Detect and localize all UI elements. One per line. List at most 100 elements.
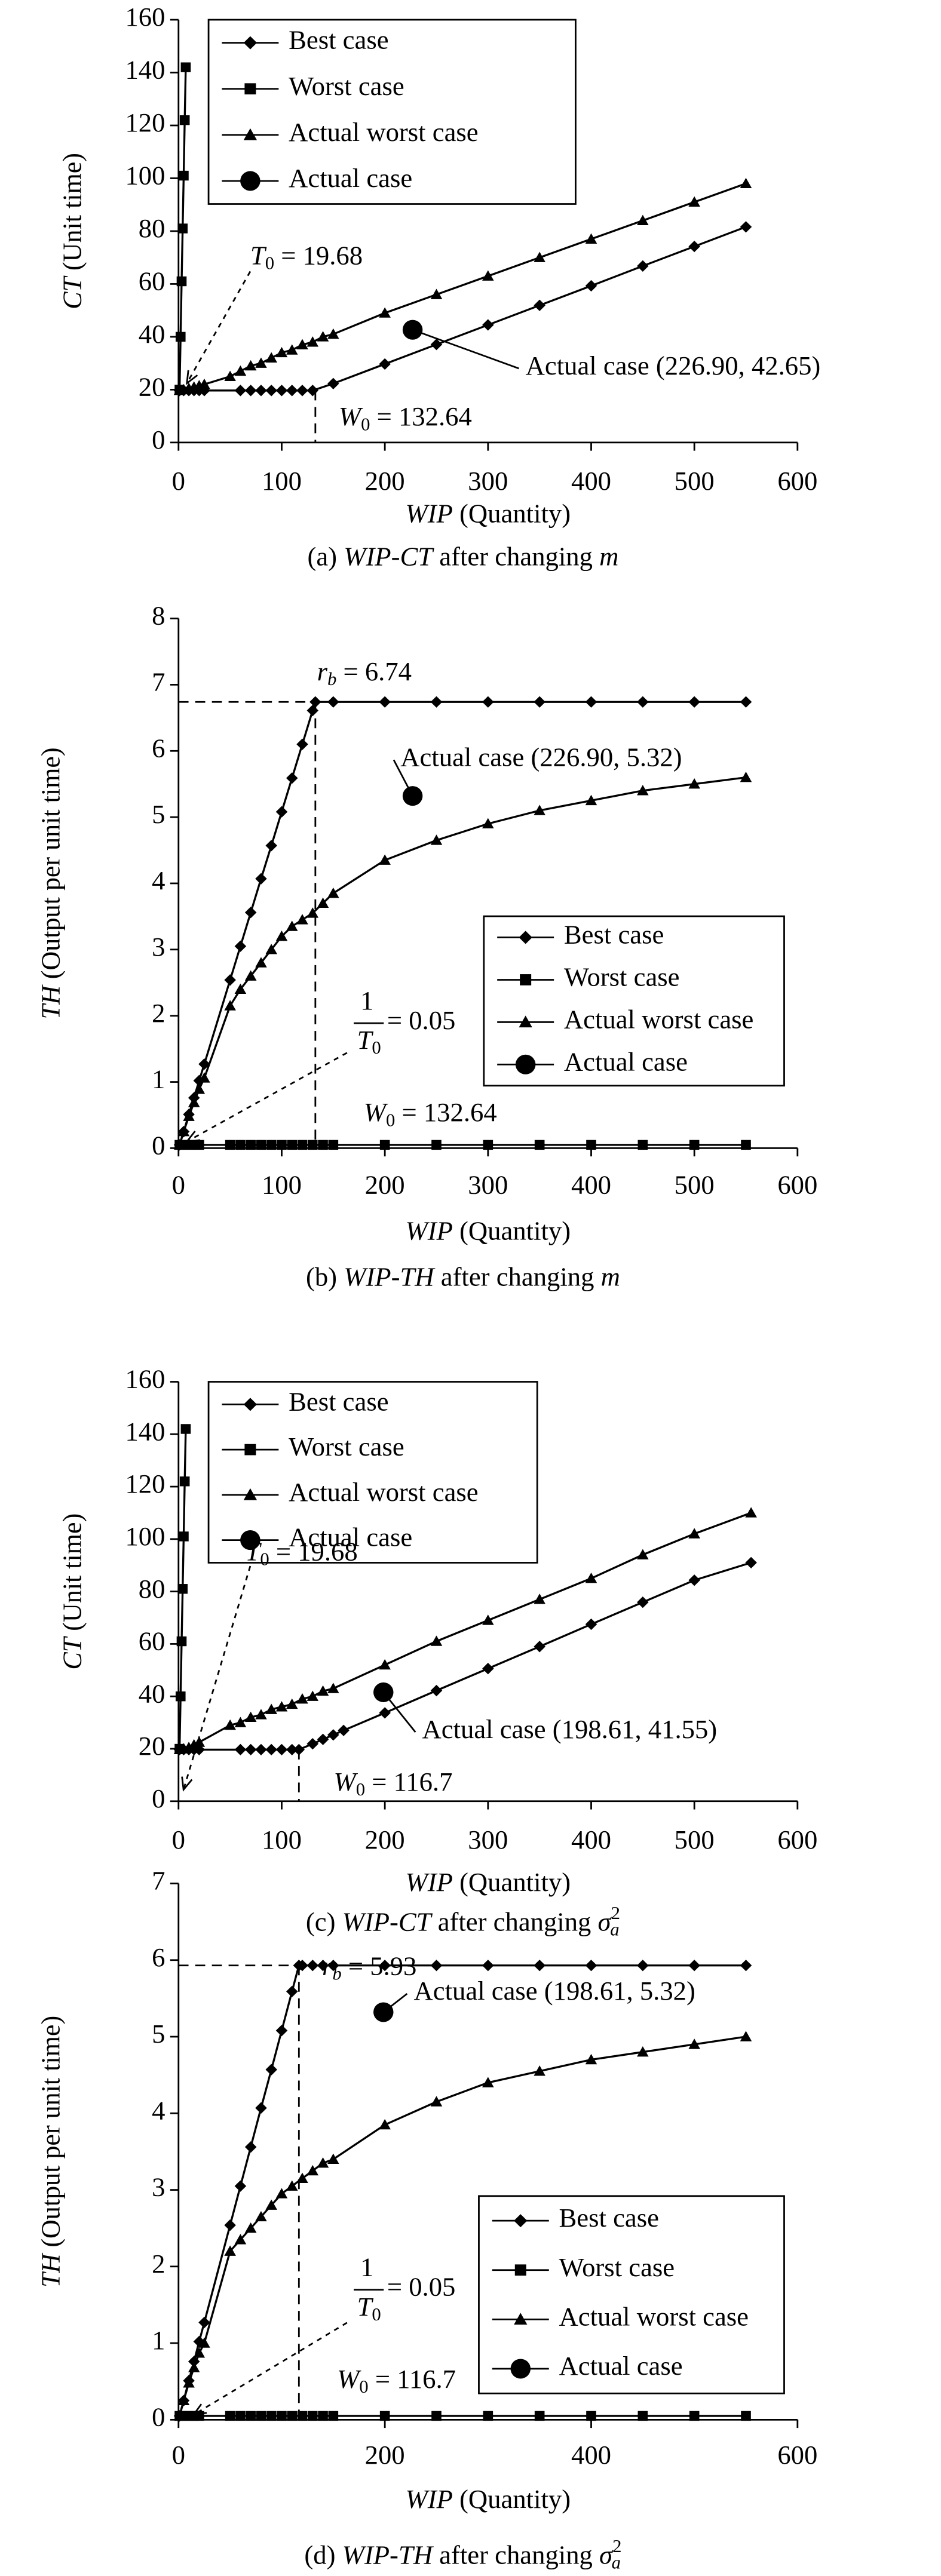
square-marker bbox=[266, 1140, 277, 1150]
square-marker bbox=[318, 1140, 328, 1150]
square-marker bbox=[256, 2411, 266, 2421]
square-marker bbox=[328, 2411, 339, 2421]
triangle-marker bbox=[306, 336, 319, 347]
diamond-marker bbox=[306, 385, 319, 397]
annotation: = 0.05 bbox=[387, 2272, 456, 2302]
diamond-marker bbox=[306, 705, 319, 717]
diamond-marker bbox=[243, 36, 258, 50]
x-tick-label: 0 bbox=[172, 2440, 185, 2470]
text-run: T bbox=[250, 241, 267, 271]
triangle-marker bbox=[688, 2038, 700, 2049]
caption: (d) WIP-TH after changing σ2 a bbox=[304, 2536, 621, 2572]
text-run: 2 bbox=[612, 2536, 621, 2556]
square-marker bbox=[287, 2411, 298, 2421]
triangle-marker bbox=[265, 352, 277, 363]
text-run: WIP bbox=[406, 1868, 453, 1898]
triangle-marker bbox=[637, 1549, 649, 1559]
pointer-head bbox=[191, 2403, 207, 2416]
leader-line bbox=[382, 1992, 408, 2013]
triangle-marker bbox=[193, 1736, 206, 1747]
diamond-marker bbox=[637, 696, 649, 708]
triangle-marker bbox=[286, 1698, 298, 1709]
legend-label: Worst case bbox=[564, 962, 680, 992]
diamond-marker bbox=[244, 907, 257, 919]
text-run: = 19.68 bbox=[269, 1537, 358, 1567]
text-run: (Unit time) bbox=[57, 153, 87, 277]
diamond-marker bbox=[265, 2064, 277, 2075]
triangle-marker bbox=[379, 2118, 391, 2130]
triangle-marker bbox=[173, 2410, 186, 2421]
text-run: WIP-CT bbox=[342, 1907, 433, 1937]
triangle-marker bbox=[534, 251, 545, 262]
triangle-marker bbox=[234, 1717, 247, 1727]
y-tick-label: 1 bbox=[152, 1064, 165, 1094]
text-run: 0 bbox=[386, 1110, 395, 1130]
text-run: WIP-TH bbox=[344, 1262, 436, 1292]
diamond-marker bbox=[243, 1398, 258, 1411]
diamond-marker bbox=[637, 1596, 649, 1608]
triangle-marker bbox=[306, 907, 319, 918]
x-tick-label: 200 bbox=[365, 466, 405, 496]
text-run: b bbox=[327, 669, 336, 689]
annotation: rb = 5.93 bbox=[322, 1951, 416, 1984]
square-marker bbox=[256, 1140, 266, 1150]
square-marker bbox=[246, 1140, 256, 1150]
triangle-marker bbox=[296, 2172, 308, 2184]
square-marker bbox=[177, 1584, 188, 1594]
text-run: = 116.7 bbox=[369, 2364, 456, 2394]
diamond-marker bbox=[224, 2219, 236, 2231]
annotation: W0 = 132.64 bbox=[364, 1098, 497, 1131]
diamond-marker bbox=[740, 1960, 752, 1972]
diamond-marker bbox=[338, 1724, 350, 1736]
triangle-marker bbox=[234, 365, 247, 376]
x-axis-label: WIP (Quantity) bbox=[406, 1216, 571, 1246]
y-tick-label: 20 bbox=[139, 372, 165, 402]
text-run: WIP bbox=[406, 499, 453, 529]
x-tick-label: 200 bbox=[365, 1825, 405, 1855]
y-tick-label: 2 bbox=[152, 2249, 165, 2279]
square-marker bbox=[175, 331, 186, 342]
diamond-marker bbox=[585, 1618, 597, 1631]
x-tick-label: 500 bbox=[675, 466, 715, 496]
y-tick-label: 7 bbox=[152, 1866, 165, 1896]
legend-box bbox=[207, 19, 577, 205]
text-run: T bbox=[357, 2292, 374, 2322]
text-run: = 132.64 bbox=[370, 402, 471, 432]
square-marker bbox=[483, 1140, 494, 1150]
square-marker bbox=[176, 1636, 187, 1647]
square-marker bbox=[235, 2411, 246, 2421]
y-tick-label: 0 bbox=[152, 1783, 165, 1813]
diamond-marker bbox=[688, 1960, 700, 1972]
x-tick-label: 400 bbox=[571, 1825, 611, 1855]
annotation: W0 = 116.7 bbox=[334, 1767, 453, 1800]
triangle-marker bbox=[688, 1528, 700, 1539]
x-tick-label: 0 bbox=[172, 1825, 185, 1855]
triangle-marker bbox=[255, 957, 267, 968]
square-marker bbox=[244, 1444, 256, 1456]
pointer-line bbox=[186, 1052, 348, 1143]
triangle-marker bbox=[173, 1139, 186, 1150]
text-run: 0 bbox=[265, 253, 274, 274]
square-marker bbox=[534, 2411, 545, 2421]
triangle-marker bbox=[534, 1594, 545, 1604]
diamond-marker bbox=[534, 299, 545, 311]
x-tick-label: 200 bbox=[365, 2440, 405, 2470]
caption: (b) WIP-TH after changing m bbox=[306, 1262, 620, 1292]
triangle-marker bbox=[286, 920, 298, 931]
x-tick-label: 500 bbox=[675, 1170, 715, 1200]
text-run: a bbox=[610, 1920, 619, 1940]
square-marker bbox=[307, 2411, 318, 2421]
square-marker bbox=[277, 2411, 287, 2421]
text-run: 0 bbox=[372, 2304, 381, 2325]
text-run: W bbox=[337, 2364, 361, 2394]
x-tick-label: 300 bbox=[468, 1170, 508, 1200]
square-marker bbox=[179, 170, 189, 181]
legend-label: Best case bbox=[289, 25, 388, 55]
y-tick-label: 0 bbox=[152, 1131, 165, 1160]
y-tick-label: 6 bbox=[152, 733, 165, 763]
legend-label: Actual worst case bbox=[559, 2302, 749, 2332]
diamond-marker bbox=[244, 385, 257, 397]
pointer-line bbox=[193, 2322, 348, 2416]
triangle-marker bbox=[255, 357, 267, 368]
legend-box bbox=[483, 915, 785, 1087]
